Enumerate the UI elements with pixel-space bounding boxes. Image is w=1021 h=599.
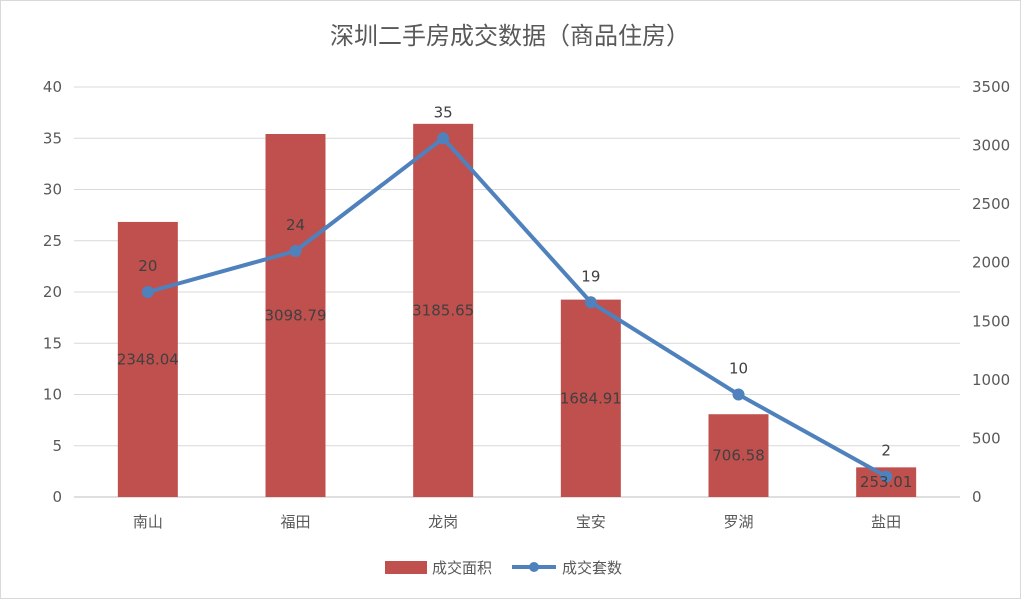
left-axis-ticks: 0 5 10 15 20 25 30 35 40 [43, 78, 62, 506]
line-point [584, 296, 597, 309]
left-tick-label: 0 [52, 488, 62, 506]
left-tick-label: 30 [43, 181, 62, 199]
left-tick-label: 15 [43, 334, 62, 352]
legend-swatch-bar [385, 561, 427, 574]
left-tick-label: 40 [43, 78, 62, 96]
line-point [880, 470, 893, 483]
category-label: 龙岗 [428, 513, 458, 531]
chart-title: 深圳二手房成交数据（商品住房） [330, 22, 690, 50]
category-label: 南山 [133, 513, 163, 531]
line-data-label: 10 [729, 360, 748, 378]
right-tick-label: 0 [972, 488, 982, 506]
category-label: 盐田 [871, 513, 901, 531]
bar-data-label: 2348.04 [117, 350, 179, 368]
bar-series [117, 123, 917, 498]
bar [265, 133, 326, 497]
line-data-label: 20 [138, 257, 157, 275]
line-point [437, 132, 450, 145]
bar-data-label: 1684.91 [560, 389, 622, 407]
bar [413, 123, 474, 498]
bar-data-label: 3098.79 [264, 306, 326, 324]
line-point [289, 245, 302, 257]
bar-data-label: 253.01 [860, 473, 913, 491]
line-path [147, 136, 888, 479]
right-tick-label: 1000 [972, 371, 1010, 389]
left-tick-label: 10 [43, 386, 62, 404]
bar [117, 221, 178, 497]
legend-marker-line [529, 562, 539, 572]
right-axis-ticks: 0 500 1000 1500 2000 2500 3000 3500 [972, 78, 1010, 506]
bar [708, 414, 769, 497]
left-tick-label: 35 [43, 129, 62, 147]
right-tick-label: 3000 [972, 137, 1010, 155]
left-tick-label: 5 [52, 437, 62, 455]
bar-data-label: 706.58 [712, 447, 765, 465]
line-data-label: 24 [286, 216, 305, 234]
left-tick-label: 20 [43, 283, 62, 301]
line-point [141, 286, 154, 298]
gridlines [74, 86, 960, 498]
right-tick-label: 2500 [972, 195, 1010, 213]
bar [560, 299, 621, 497]
line-data-label: 19 [581, 267, 600, 285]
category-label: 罗湖 [723, 513, 753, 531]
category-label: 福田 [280, 513, 310, 531]
category-labels: 南山 福田 龙岗 宝安 罗湖 盐田 [133, 513, 901, 531]
legend: 成交面积 成交套数 [385, 559, 622, 577]
legend-label-bar: 成交面积 [432, 559, 492, 577]
line-point [732, 388, 745, 401]
right-tick-label: 3500 [972, 78, 1010, 96]
legend-label-line: 成交套数 [562, 559, 622, 577]
right-tick-label: 1500 [972, 312, 1010, 330]
category-label: 宝安 [576, 513, 606, 531]
data-labels: 2348.04 3098.79 3185.65 1684.91 706.58 253.01… [117, 103, 913, 491]
left-tick-label: 25 [43, 232, 62, 250]
right-tick-label: 500 [972, 429, 1001, 447]
line-data-label: 35 [434, 103, 453, 121]
line-series [141, 132, 893, 483]
bar-data-label: 3185.65 [412, 301, 474, 319]
line-data-label: 2 [881, 442, 891, 460]
right-tick-label: 2000 [972, 254, 1010, 272]
